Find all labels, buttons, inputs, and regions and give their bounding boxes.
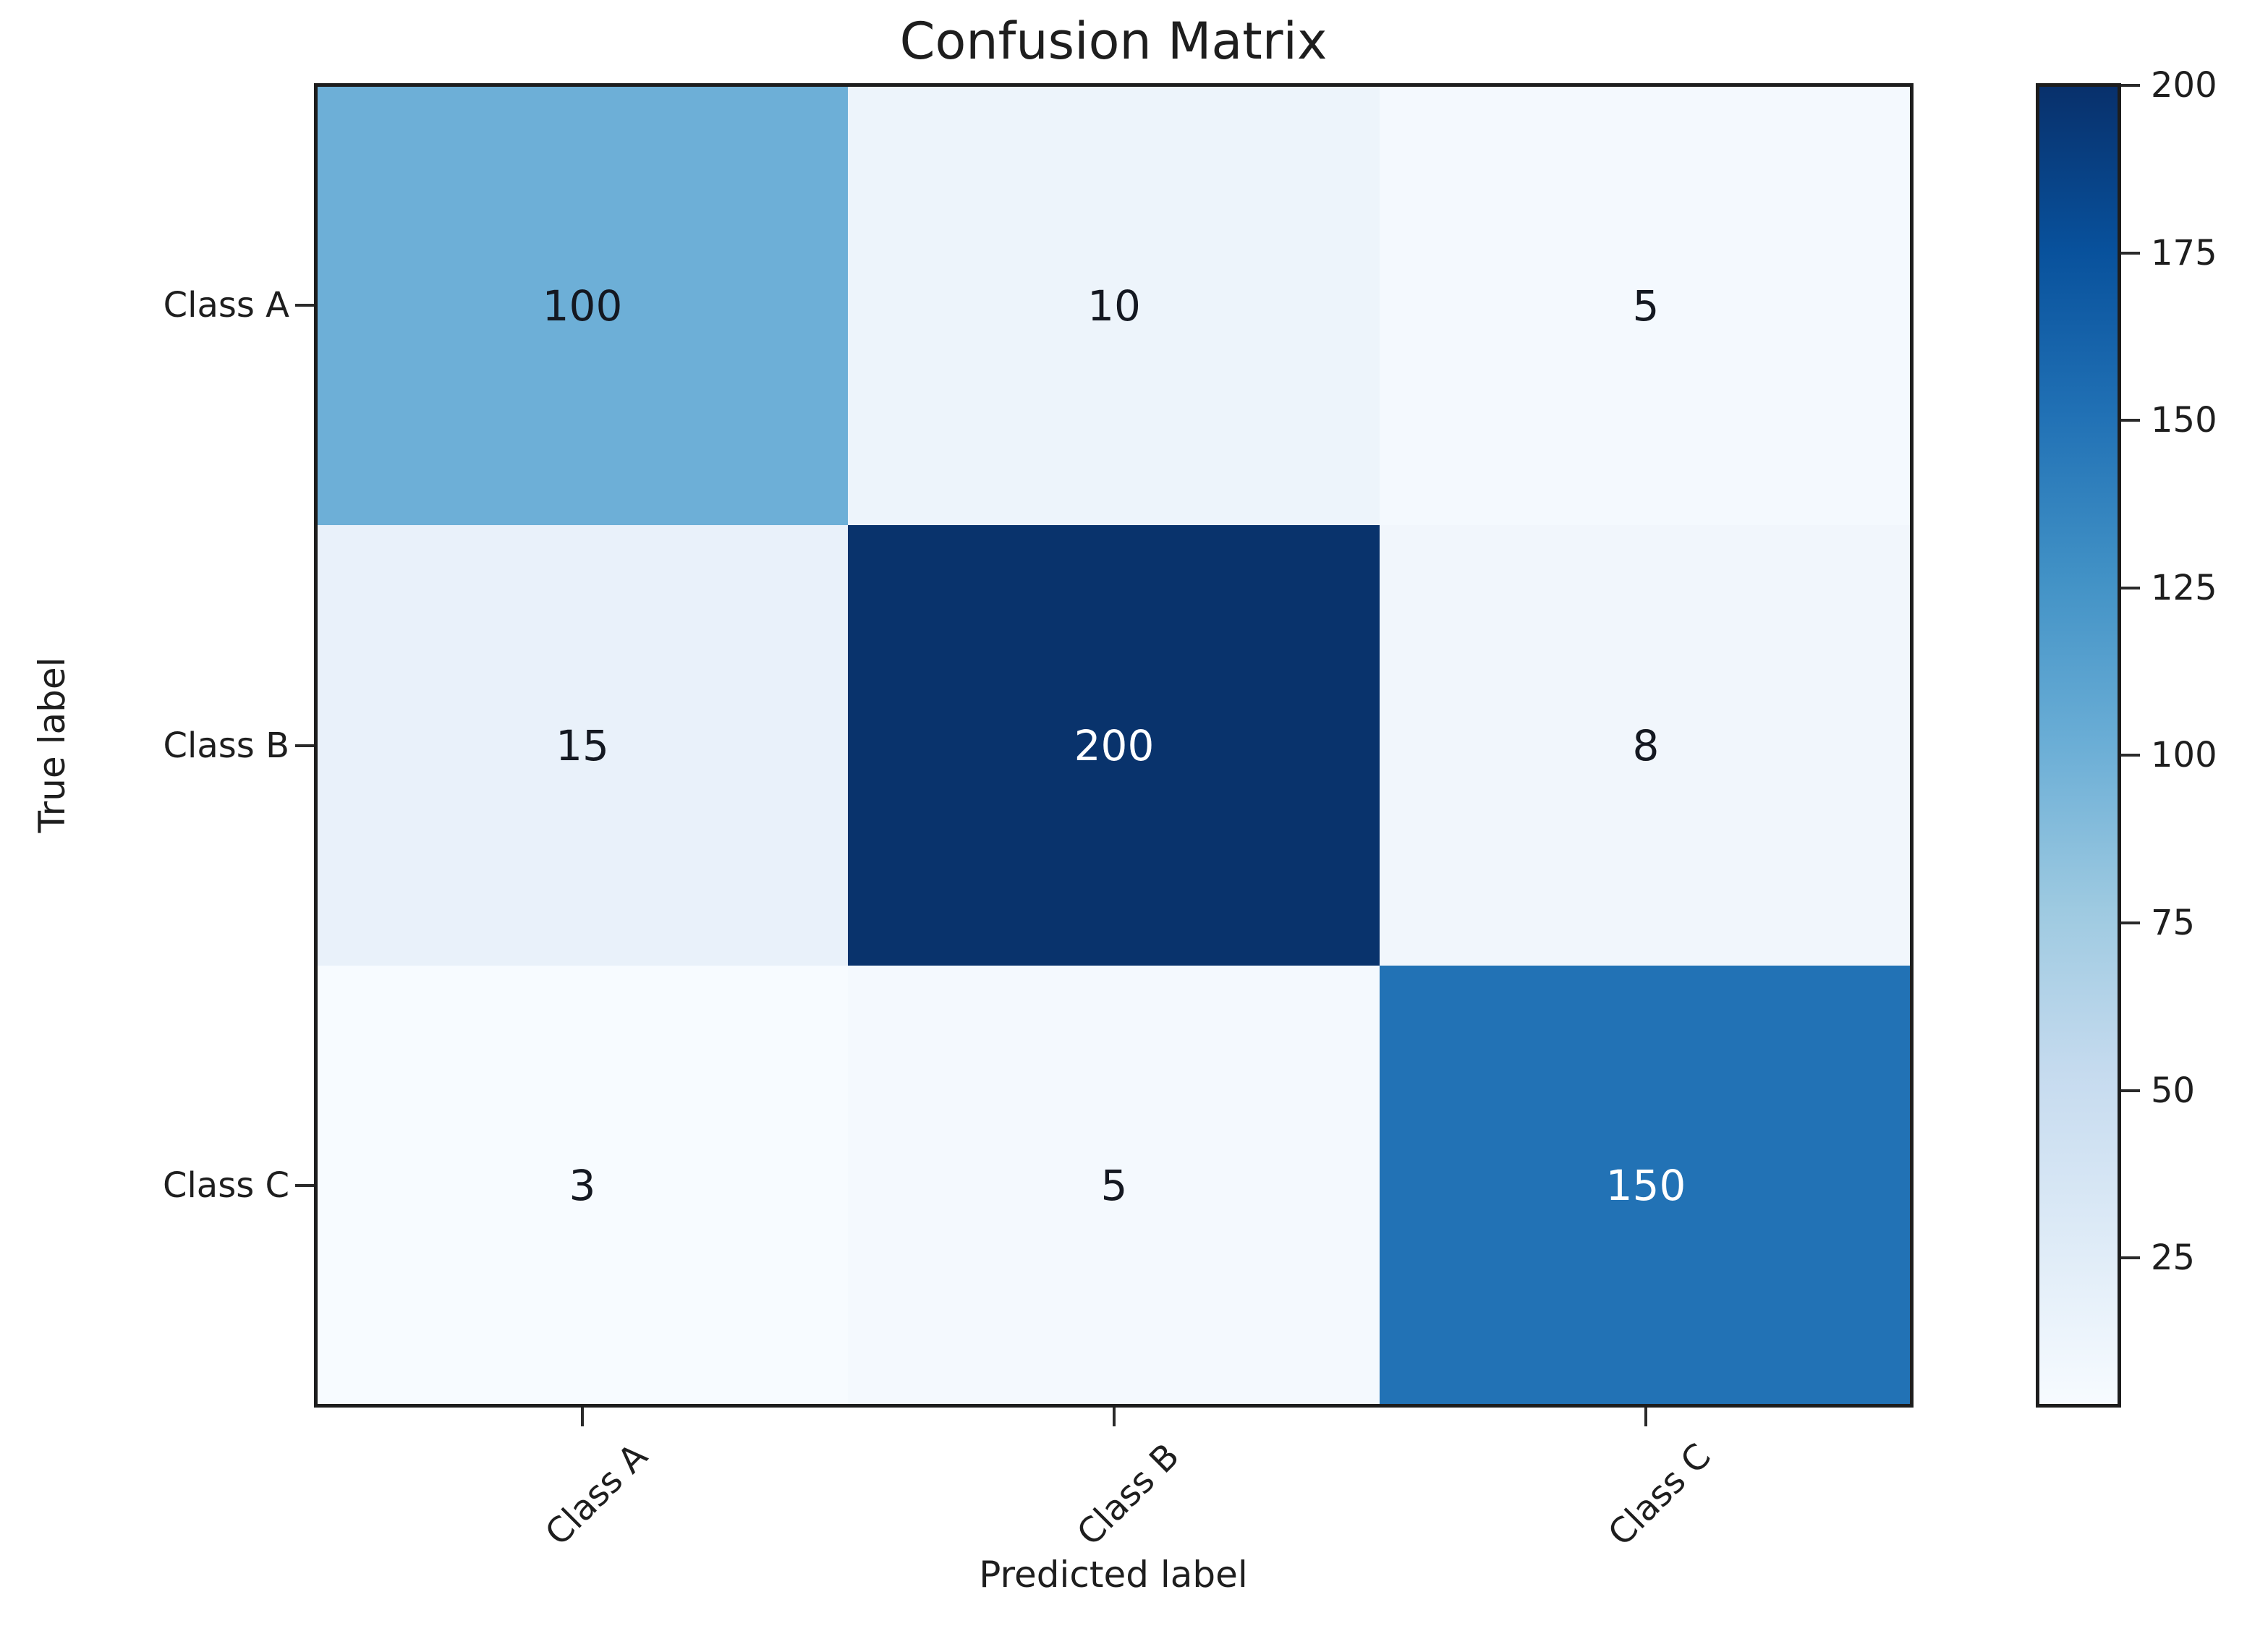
- colorbar-tick-mark: [2121, 84, 2140, 87]
- colorbar-tick-label: 100: [2151, 735, 2217, 776]
- heatmap-cell: 5: [1380, 85, 1912, 527]
- cell-value: 3: [569, 1161, 596, 1211]
- cell-value: 150: [1605, 1161, 1686, 1211]
- x-tick-mark: [1644, 1408, 1647, 1426]
- x-axis-label: Predicted label: [979, 1554, 1248, 1596]
- colorbar-tick-label: 75: [2151, 902, 2196, 943]
- colorbar-tick-mark: [2121, 1256, 2140, 1260]
- x-tick-label: Class B: [1069, 1436, 1188, 1554]
- heatmap-cell: 150: [1380, 965, 1912, 1406]
- colorbar-tick-mark: [2121, 586, 2140, 589]
- colorbar-tick-label: 125: [2151, 567, 2217, 608]
- cell-value: 5: [1100, 1161, 1128, 1211]
- y-tick-mark: [295, 744, 314, 747]
- colorbar-tick-mark: [2121, 251, 2140, 255]
- colorbar-tick-label: 50: [2151, 1070, 2196, 1111]
- colorbar-tick-label: 175: [2151, 232, 2217, 273]
- cell-value: 15: [556, 720, 609, 770]
- chart-title: Confusion Matrix: [899, 12, 1328, 71]
- colorbar-tick-mark: [2121, 754, 2140, 757]
- cell-value: 10: [1087, 281, 1141, 331]
- heatmap-axes: 100 10 5 15 200 8 3 5 150: [316, 85, 1912, 1406]
- y-tick-label: Class A: [163, 285, 289, 326]
- colorbar-tick-label: 150: [2151, 400, 2217, 441]
- heatmap-cell: 8: [1380, 525, 1912, 966]
- cell-value: 100: [542, 281, 623, 331]
- heatmap-cell: 100: [316, 85, 849, 527]
- x-tick-mark: [1112, 1408, 1116, 1426]
- cell-value: 200: [1074, 720, 1155, 770]
- heatmap-cell: 10: [848, 85, 1380, 527]
- colorbar-tick-label: 25: [2151, 1238, 2196, 1279]
- colorbar-tick-label: 200: [2151, 65, 2217, 106]
- colorbar-tick-mark: [2121, 921, 2140, 924]
- colorbar-tick-mark: [2121, 1089, 2140, 1092]
- x-tick-label: Class A: [538, 1436, 656, 1554]
- cell-value: 8: [1632, 720, 1660, 770]
- heatmap-cell: 200: [848, 525, 1380, 966]
- heatmap-cell: 3: [316, 965, 849, 1406]
- heatmap-cell: 15: [316, 525, 849, 966]
- heatmap-cell: 5: [848, 965, 1380, 1406]
- y-tick-label: Class C: [162, 1165, 289, 1206]
- x-tick-label: Class C: [1600, 1436, 1720, 1554]
- y-tick-label: Class B: [163, 725, 289, 766]
- cell-value: 5: [1632, 281, 1660, 331]
- colorbar-gradient: [2038, 85, 2119, 1405]
- y-tick-mark: [295, 304, 314, 307]
- y-tick-mark: [295, 1183, 314, 1187]
- colorbar-tick-mark: [2121, 419, 2140, 422]
- x-tick-mark: [580, 1408, 584, 1426]
